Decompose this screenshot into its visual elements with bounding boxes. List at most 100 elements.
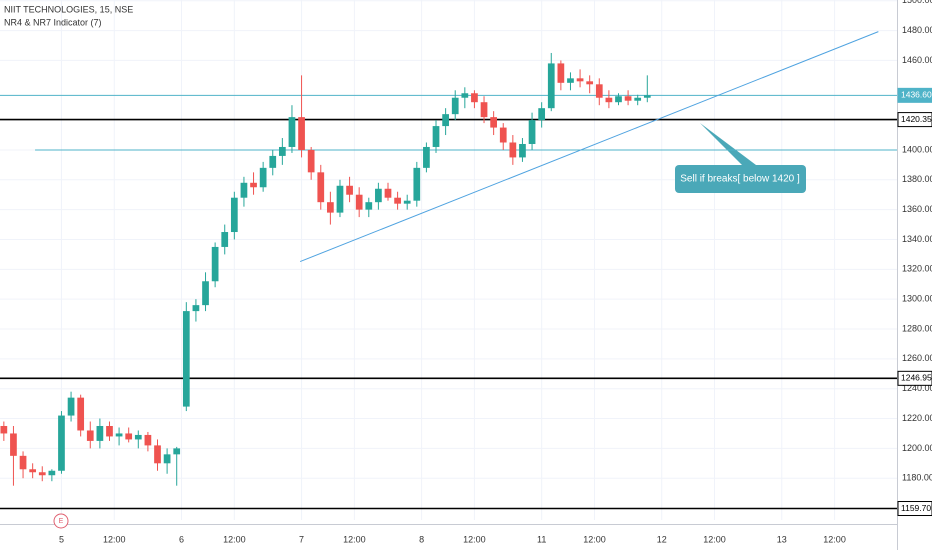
candle-body [375,188,382,203]
candle-body [182,311,190,407]
x-tick-label: 12:00 [703,534,726,544]
x-tick-label: 12:00 [463,534,486,544]
candle-body [595,84,603,98]
candle-body [528,120,536,144]
candle-body [586,81,594,85]
candle-body [643,95,651,98]
candle-body [278,146,286,156]
candle-body [48,470,56,476]
candle-body [480,102,488,118]
candle-body [173,448,181,455]
candle-body [451,97,459,115]
candle-body [403,200,411,204]
x-tick-label: 6 [179,534,184,544]
candle-body [346,185,353,195]
y-tick-label: 1360.00 [902,204,932,214]
candle-body [10,433,17,456]
x-tick-label: 5 [59,534,64,544]
candle-body [29,469,37,473]
candle-body [86,430,94,441]
candle-body [259,167,267,188]
callout-pointer [700,123,760,168]
price-label: 1246.95 [901,373,932,383]
candle-body [327,202,334,213]
price-label-bg [897,87,932,103]
candle-body [115,433,123,437]
x-tick-label: 12:00 [583,534,606,544]
event-marker-circle [53,513,69,529]
candle-body [240,182,248,198]
candle-body [634,97,642,101]
y-tick-label: 1320.00 [902,264,932,274]
y-tick-label: 1220.00 [902,413,932,423]
candle-body [336,185,344,213]
candle-body [499,127,507,143]
candle-body [67,397,75,416]
candle-body [125,433,133,440]
candle-body [106,425,113,437]
price-label: 1159.70 [901,503,931,513]
candle-body [58,415,65,471]
candle-body [576,78,584,82]
candle-body [38,472,46,476]
x-tick-label: 12 [657,534,667,544]
price-label: 1436.60 [901,90,932,100]
y-tick-label: 1260.00 [902,353,932,363]
candle-body [221,232,229,247]
x-tick-label: 12:00 [823,534,846,544]
candle-body [163,454,171,464]
candle-body [538,108,546,121]
candle-body [547,63,555,109]
y-tick-label: 1200.00 [902,443,932,453]
x-tick-label: 11 [537,534,546,544]
candle-body [365,202,373,210]
candle-body [413,167,421,201]
callout-text: Sell if breaks[ below 1420 ] [680,174,800,185]
candle-body [154,445,161,464]
x-tick-label: 12:00 [103,534,126,544]
y-tick-label: 1500.00 [902,0,932,5]
x-tick-label: 12:00 [223,534,246,544]
candle-body [394,197,401,204]
price-label: 1420.35 [901,114,932,124]
y-tick-label: 1460.00 [902,55,932,65]
x-tick-label: 8 [419,534,424,544]
candle-body [134,434,142,440]
candle-body [567,78,574,83]
candle-body [471,93,478,103]
x-tick-label: 12:00 [343,534,366,544]
event-marker: E [59,518,64,525]
candle-body [211,246,219,282]
x-tick-label: 7 [299,534,304,544]
candle-body [96,425,104,441]
candle-body [442,114,449,127]
candle-body [490,117,497,128]
candle-body [144,434,152,446]
trendline [299,31,879,263]
candle-body [0,425,8,434]
price-label-bg [897,112,932,128]
y-tick-label: 1380.00 [902,174,932,184]
x-tick-label: 13 [777,534,787,544]
candle-body [509,142,517,158]
candle-body [307,149,315,173]
candle-body [423,146,430,168]
price-label-bg [897,501,932,517]
y-tick-label: 1400.00 [902,144,932,154]
candle-body [519,143,526,158]
candle-body [269,155,277,168]
y-tick-label: 1240.00 [902,383,932,393]
y-tick-label: 1340.00 [902,234,932,244]
candle-body [192,305,200,312]
candle-body [384,188,392,198]
candle-body [317,172,325,203]
candle-body [202,281,209,306]
price-label-bg [897,370,932,386]
candle-body [288,117,296,147]
y-tick-label: 1280.00 [902,323,932,333]
candle-body [250,182,257,188]
candle-body [355,194,363,210]
candle-body [605,97,613,103]
candle-body [19,455,27,470]
